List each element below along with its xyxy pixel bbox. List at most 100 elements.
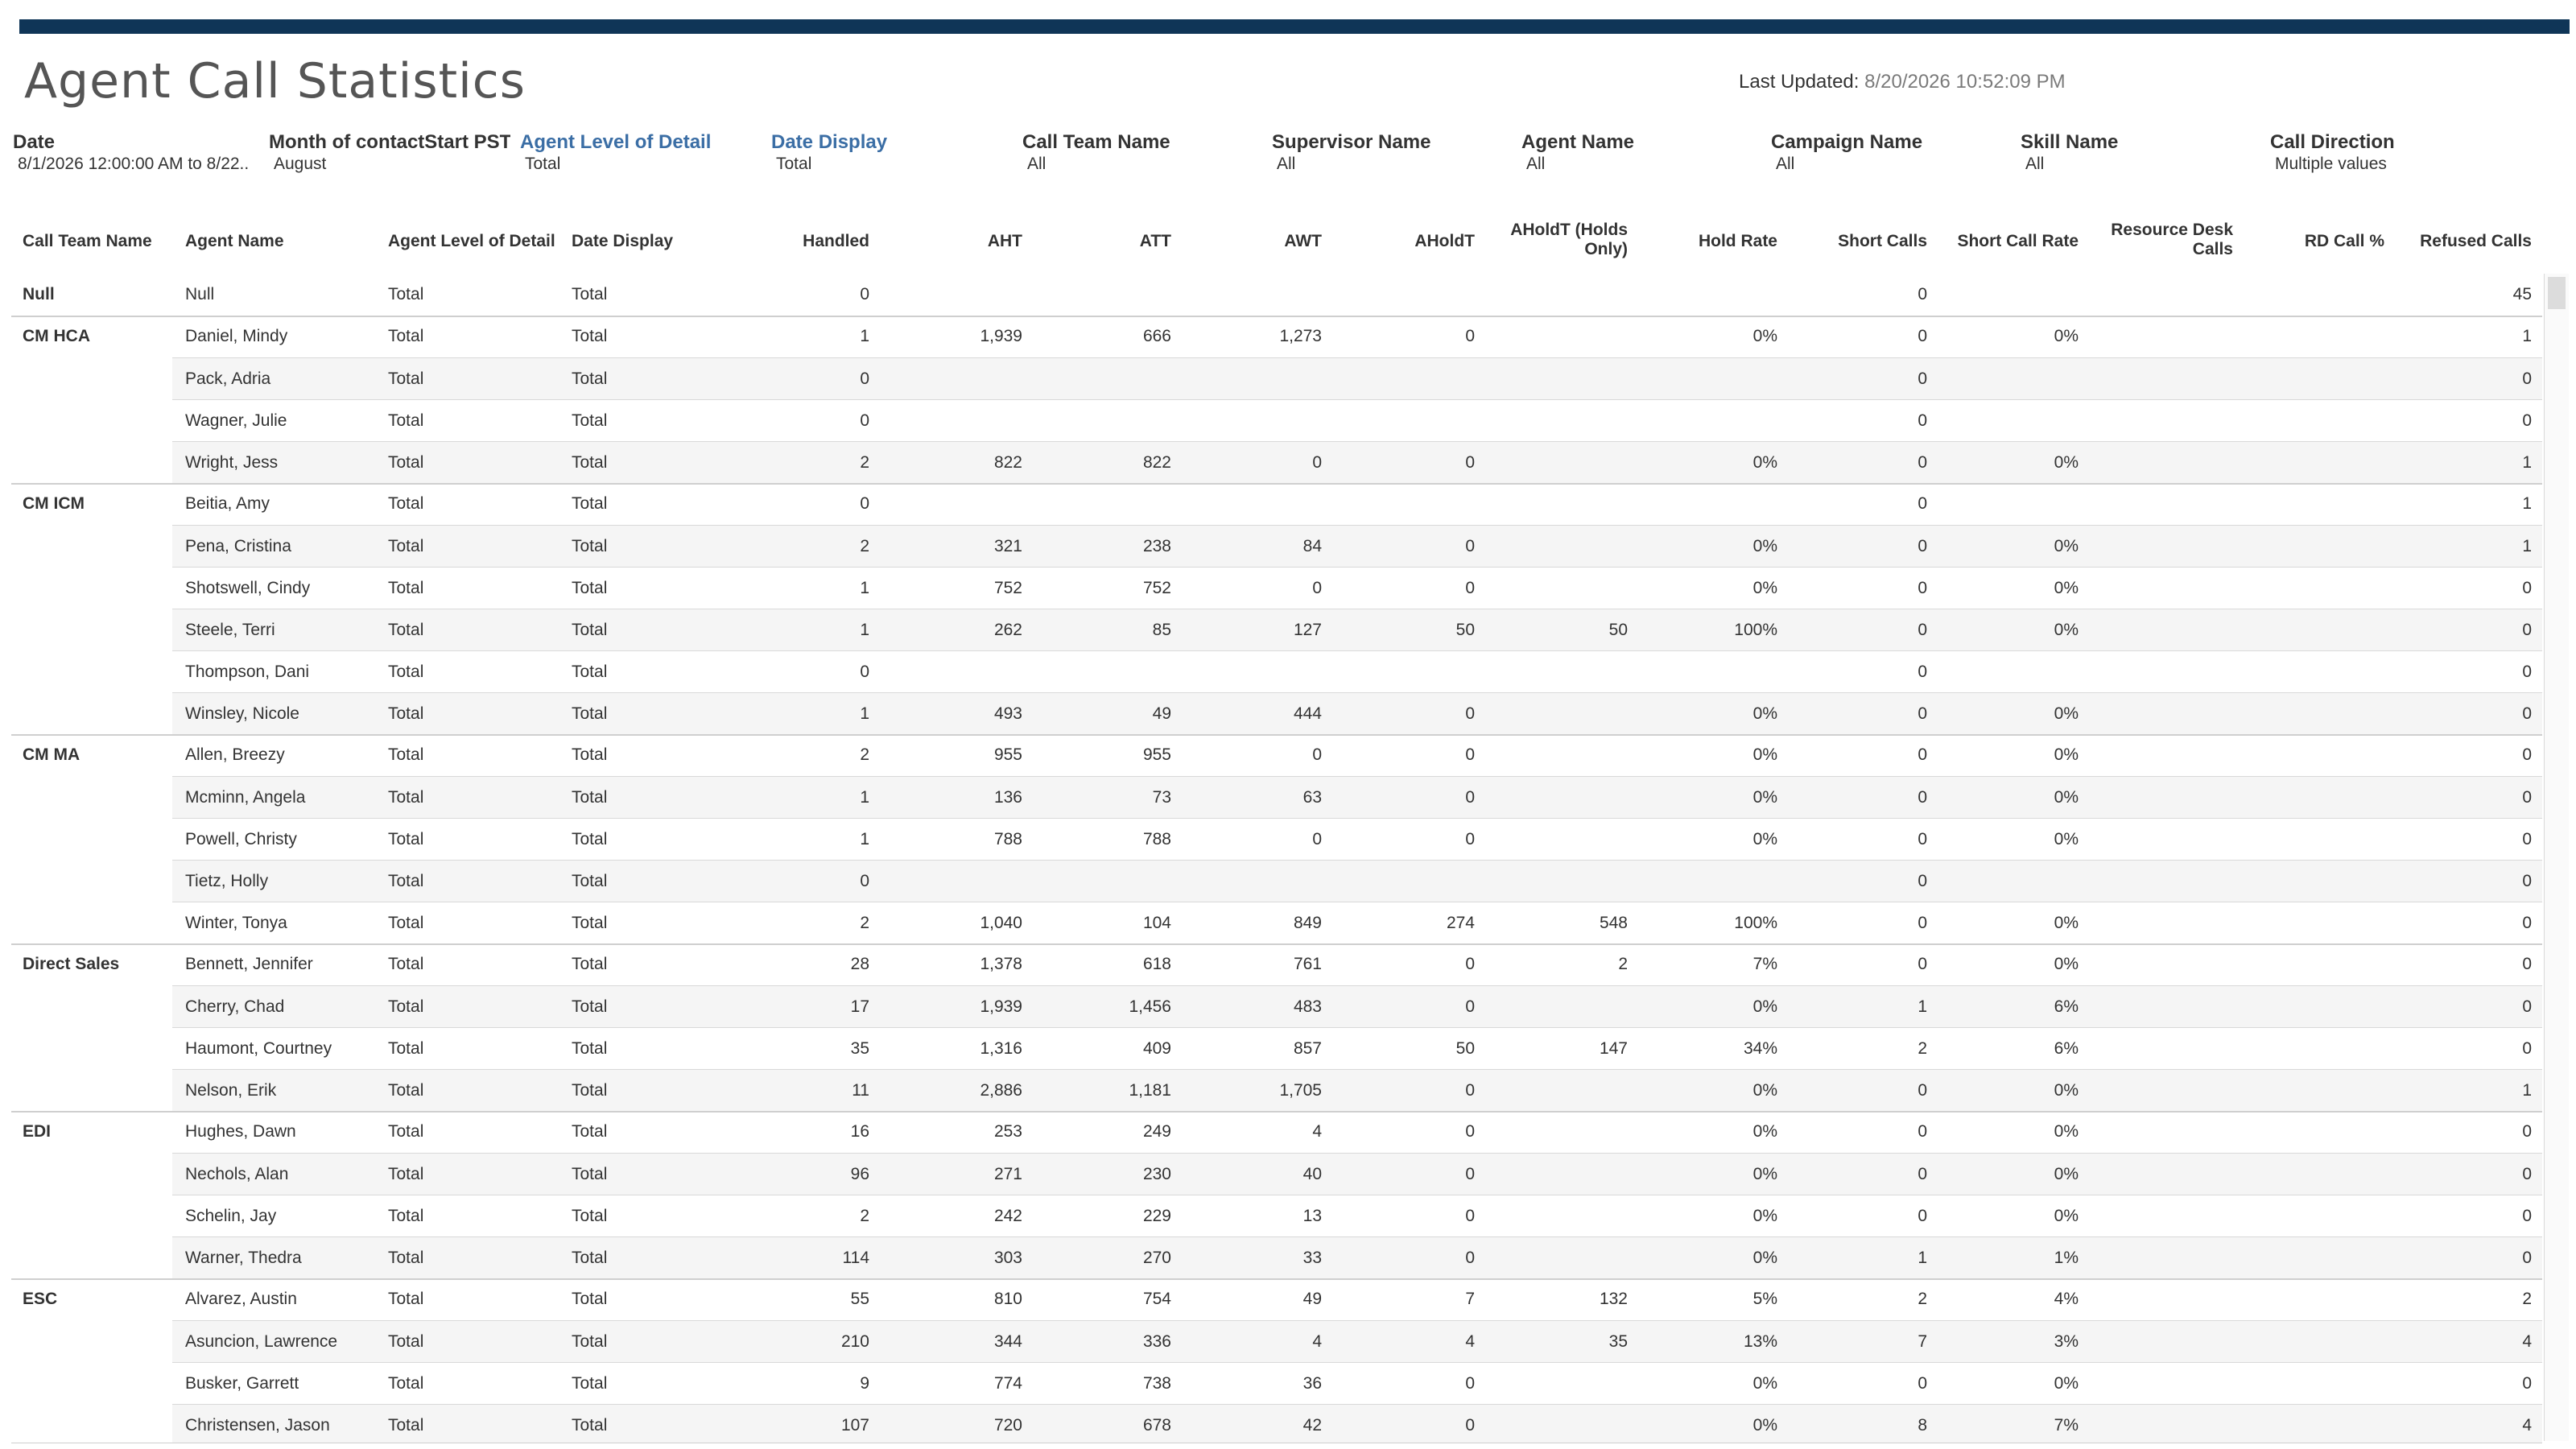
filter-value[interactable]: 8/1/2026 12:00:00 AM to 8/22.. (18, 155, 250, 173)
cell-hold-rate (1634, 861, 1777, 902)
cell-att: 678 (1142, 1416, 1171, 1435)
cell-agent-name: Null (185, 285, 215, 303)
cell-short-call-rate: 0% (2054, 537, 2079, 555)
table-row[interactable]: Christensen, Jason Total Total 107 720 678 42 0… (172, 1404, 2542, 1443)
team-divider (11, 483, 2542, 485)
filter-month-of-contactstart-pst[interactable]: Month of contactStart PST August (269, 130, 510, 174)
cell-awt (1175, 651, 1322, 693)
column-header-short-calls[interactable]: Short Calls (1838, 232, 1927, 250)
scrollbar-thumb[interactable] (2548, 277, 2566, 309)
table-row[interactable]: Hughes, Dawn Total Total 16 253 249 4 0 0% 0 0% 0 (172, 1111, 2542, 1153)
filter-campaign-name[interactable]: Campaign Name All (1771, 130, 2013, 174)
filter-skill-name[interactable]: Skill Name All (2021, 130, 2262, 174)
cell-agent-name: Shotswell, Cindy (185, 579, 311, 597)
cell-hold-rate: 0% (1752, 830, 1777, 848)
cell-short-calls: 0 (1918, 579, 1927, 597)
filter-value[interactable]: Multiple values (2275, 155, 2387, 173)
cell-att: 73 (1152, 788, 1171, 807)
table-row[interactable]: Winter, Tonya Total Total 2 1,040 104 849 274 54… (172, 902, 2542, 944)
column-header-agent-level-of-detail[interactable]: Agent Level of Detail (388, 232, 555, 250)
cell-resource-desk-calls (2085, 1278, 2233, 1320)
cell-att: 249 (1142, 1122, 1171, 1141)
filter-value[interactable]: Total (776, 155, 812, 173)
table-row[interactable]: Bennett, Jennifer Total Total 28 1,378 618 761… (172, 943, 2542, 985)
table-row[interactable]: Asuncion, Lawrence Total Total 210 344 336 4 4 3… (172, 1320, 2542, 1363)
cell-awt: 4 (1312, 1332, 1322, 1351)
table-row[interactable]: Nelson, Erik Total Total 11 2,886 1,181 1,705 0… (172, 1069, 2542, 1112)
team-name-cell: CM ICM (23, 494, 85, 513)
column-header-aht[interactable]: AHT (987, 232, 1022, 250)
column-header-rd-call[interactable]: RD Call % (2304, 232, 2384, 250)
table-row[interactable]: Pack, Adria Total Total 0 0 0 (172, 357, 2542, 400)
cell-rd-call (2238, 568, 2384, 609)
column-header-refused-calls[interactable]: Refused Calls (2420, 232, 2532, 250)
column-header-awt[interactable]: AWT (1284, 232, 1322, 250)
cell-short-call-rate (1932, 483, 2079, 525)
column-header-agent-name[interactable]: Agent Name (185, 232, 284, 250)
column-header-handled[interactable]: Handled (803, 232, 869, 250)
cell-agent-name: Steele, Terri (185, 621, 275, 639)
cell-rd-call (2238, 651, 2384, 693)
filter-call-direction[interactable]: Call Direction Multiple values (2270, 130, 2512, 174)
cell-aholdt-holds-only (1481, 861, 1628, 902)
cell-short-calls: 0 (1918, 1165, 1927, 1183)
table-row[interactable]: Powell, Christy Total Total 1 788 788 0 0 0% 0 0% 0 (172, 818, 2542, 861)
cell-att: 238 (1142, 537, 1171, 555)
cell-short-calls: 7 (1918, 1332, 1927, 1351)
column-header-aholdt[interactable]: AHoldT (1414, 232, 1475, 250)
filter-call-team-name[interactable]: Call Team Name All (1022, 130, 1264, 174)
table-row[interactable]: Warner, Thedra Total Total 114 303 270 33 0 0% 1 1… (172, 1236, 2542, 1279)
column-header-hold-rate[interactable]: Hold Rate (1698, 232, 1777, 250)
table-row[interactable]: Wright, Jess Total Total 2 822 822 0 0 0% 0 0% 1 (172, 441, 2542, 484)
filter-value[interactable]: All (1277, 155, 1296, 173)
table-row[interactable]: Daniel, Mindy Total Total 1 1,939 666 1,273 0 0%… (172, 316, 2542, 357)
filter-value[interactable]: Total (525, 155, 561, 173)
table-row[interactable]: Beitia, Amy Total Total 0 0 1 (172, 483, 2542, 525)
cell-awt: 36 (1302, 1374, 1322, 1393)
filter-agent-level-of-detail[interactable]: Agent Level of Detail Total (520, 130, 762, 174)
cell-hold-rate: 0% (1752, 453, 1777, 472)
column-header-att[interactable]: ATT (1139, 232, 1171, 250)
filter-value[interactable]: All (1526, 155, 1546, 173)
table-row[interactable]: Shotswell, Cindy Total Total 1 752 752 0 0 0% 0 0%… (172, 567, 2542, 609)
table-row[interactable]: Wagner, Julie Total Total 0 0 0 (172, 399, 2542, 442)
table-row[interactable]: Mcminn, Angela Total Total 1 136 73 63 0 0% 0 0% 0 (172, 776, 2542, 819)
column-header-short-call-rate[interactable]: Short Call Rate (1957, 232, 2079, 250)
cell-resource-desk-calls (2085, 1028, 2233, 1070)
table-row[interactable]: Schelin, Jay Total Total 2 242 229 13 0 0% 0 0% 0 (172, 1195, 2542, 1237)
table-row[interactable]: Nechols, Alan Total Total 96 271 230 40 0 0% 0 0% 0 (172, 1153, 2542, 1195)
filter-value[interactable]: All (2025, 155, 2045, 173)
table-row[interactable]: Winsley, Nicole Total Total 1 493 49 444 0 0% 0 0%… (172, 692, 2542, 735)
table-row[interactable]: Steele, Terri Total Total 1 262 85 127 50 50 100%… (172, 609, 2542, 651)
filter-date-display[interactable]: Date Display Total (771, 130, 1013, 174)
filter-value[interactable]: August (274, 155, 327, 173)
cell-agent-level-of-detail: Total (388, 1081, 424, 1100)
cell-awt: 4 (1312, 1122, 1322, 1141)
cell-aht (877, 483, 1022, 525)
table-row[interactable]: Null Total Total 0 0 45 (172, 274, 2542, 316)
column-header-resource-desk-calls[interactable]: Resource Desk Calls (2111, 221, 2233, 258)
filter-date[interactable]: Date 8/1/2026 12:00:00 AM to 8/22.. (13, 130, 254, 174)
filter-supervisor-name[interactable]: Supervisor Name All (1272, 130, 1513, 174)
vertical-scrollbar[interactable] (2544, 274, 2569, 1441)
table-row[interactable]: Haumont, Courtney Total Total 35 1,316 409 857… (172, 1027, 2542, 1070)
column-header-date-display[interactable]: Date Display (572, 232, 674, 250)
cell-att (1026, 861, 1171, 902)
table-row[interactable]: Busker, Garrett Total Total 9 774 738 36 0 0% 0 0%… (172, 1362, 2542, 1405)
column-header-call-team-name[interactable]: Call Team Name (23, 232, 152, 250)
cell-refused-calls: 0 (2522, 955, 2532, 973)
data-table: Null Null Total Total 0 0 45 CM HCA Daniel, Mind… (11, 274, 2542, 1443)
filter-value[interactable]: All (1027, 155, 1046, 173)
cell-aholdt-holds-only (1481, 651, 1628, 693)
table-row[interactable]: Tietz, Holly Total Total 0 0 0 (172, 860, 2542, 902)
cell-date-display: Total (572, 453, 608, 472)
filter-agent-name[interactable]: Agent Name All (1521, 130, 1763, 174)
table-row[interactable]: Allen, Breezy Total Total 2 955 955 0 0 0% 0 0% 0 (172, 734, 2542, 776)
table-row[interactable]: Pena, Cristina Total Total 2 321 238 84 0 0% 0 0% 1 (172, 525, 2542, 568)
table-row[interactable]: Thompson, Dani Total Total 0 0 0 (172, 650, 2542, 693)
table-row[interactable]: Alvarez, Austin Total Total 55 810 754 49 7 132 5… (172, 1278, 2542, 1320)
filter-value[interactable]: All (1776, 155, 1795, 173)
column-header-aholdt-holds-only[interactable]: AHoldT (Holds Only) (1510, 221, 1628, 258)
cell-rd-call (2238, 902, 2384, 944)
table-row[interactable]: Cherry, Chad Total Total 17 1,939 1,456 483 0 0%… (172, 985, 2542, 1028)
